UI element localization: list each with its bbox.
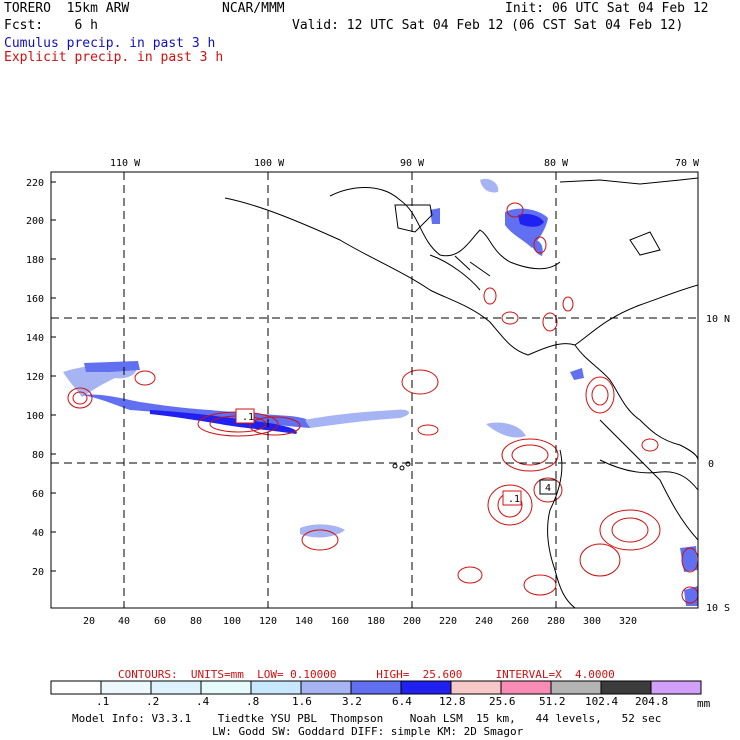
colorbar-label: .8 <box>246 695 260 708</box>
colorbar-label: 102.4 <box>585 695 619 708</box>
colorbar <box>50 680 702 695</box>
colorbar-label: 25.6 <box>489 695 516 708</box>
cumulus-precip-shading <box>63 178 698 606</box>
lat-label: 10 S <box>706 603 730 614</box>
plot-frame <box>50 171 699 609</box>
colorbar-label: 6.4 <box>392 695 412 708</box>
x-tick-label: 40 <box>118 616 130 627</box>
x-tick-label: 140 <box>295 616 313 627</box>
colorbar-label: 51.2 <box>539 695 566 708</box>
y-tick-label: 200 <box>26 216 44 227</box>
contour-info: CONTOURS: UNITS=mm LOW= 0.10000 HIGH= 25… <box>118 668 615 681</box>
map-field <box>63 177 698 608</box>
colorbar-label: 1.6 <box>292 695 312 708</box>
x-tick-label: 280 <box>547 616 565 627</box>
x-tick-label: 300 <box>583 616 601 627</box>
lon-label: 90 W <box>400 158 425 169</box>
valid-time: Valid: 12 UTC Sat 04 Feb 12 (06 CST Sat … <box>292 18 684 33</box>
x-tick-label: 220 <box>439 616 457 627</box>
colorbar-label: 204.8 <box>635 695 669 708</box>
colorbar-label: 12.8 <box>439 695 466 708</box>
y-tick-label: 120 <box>26 372 44 383</box>
y-tick-label: 20 <box>32 567 44 578</box>
cumulus-precip-label: Cumulus precip. in past 3 h <box>4 36 216 51</box>
colorbar-label: 3.2 <box>342 695 362 708</box>
x-tick-label: 320 <box>619 616 637 627</box>
x-tick-label: 60 <box>154 616 166 627</box>
colorbar-label: .1 <box>96 695 110 708</box>
y-tick-label: 140 <box>26 333 44 344</box>
x-tick-label: 120 <box>259 616 277 627</box>
y-axis-ticks: 220 200 180 160 140 120 100 80 60 40 20 <box>26 178 44 578</box>
colorbar-label: .2 <box>146 695 160 708</box>
forecast-hour: Fcst: 6 h <box>4 18 98 33</box>
latlon-grid <box>51 172 698 608</box>
lon-label: 110 W <box>110 158 141 169</box>
physics-info: LW: Godd SW: Goddard DIFF: simple KM: 2D… <box>212 725 524 738</box>
y-tick-label: 60 <box>32 489 44 500</box>
max-value-labels: .1 .1 4 <box>235 408 557 506</box>
x-tick-label: 180 <box>367 616 385 627</box>
y-tick-label: 180 <box>26 255 44 266</box>
x-tick-label: 260 <box>511 616 529 627</box>
lon-label: 80 W <box>544 158 569 169</box>
max-label: 4 <box>545 483 551 494</box>
colorbar-label: .4 <box>196 695 210 708</box>
lat-label: 0 <box>708 459 714 470</box>
model-info: Model Info: V3.3.1 Tiedtke YSU PBL Thomp… <box>72 712 662 725</box>
x-tick-label: 200 <box>403 616 421 627</box>
x-tick-label: 20 <box>83 616 95 627</box>
init-time: Init: 06 UTC Sat 04 Feb 12 <box>505 1 709 16</box>
lon-label: 70 W <box>675 158 700 169</box>
y-tick-label: 100 <box>26 411 44 422</box>
x-tick-label: 160 <box>331 616 349 627</box>
y-tick-marks <box>51 181 56 572</box>
explicit-precip-contours <box>67 202 698 604</box>
y-tick-label: 220 <box>26 178 44 189</box>
y-tick-label: 160 <box>26 294 44 305</box>
center-name: NCAR/MMM <box>222 1 285 16</box>
x-tick-label: 80 <box>190 616 202 627</box>
model-title: TORERO 15km ARW <box>4 1 130 16</box>
max-label: .1 <box>242 412 254 423</box>
y-tick-label: 80 <box>32 450 44 461</box>
explicit-precip-label: Explicit precip. in past 3 h <box>4 50 224 65</box>
coastlines <box>224 177 698 608</box>
x-axis-ticks: 20 40 60 80 100 120 140 160 180 200 220 … <box>83 616 637 627</box>
x-tick-label: 100 <box>223 616 241 627</box>
x-tick-label: 240 <box>475 616 493 627</box>
lon-label: 100 W <box>254 158 285 169</box>
max-label: .1 <box>508 494 520 505</box>
y-tick-label: 40 <box>32 528 44 539</box>
colorbar-unit: mm <box>697 697 711 710</box>
lat-label: 10 N <box>706 314 730 325</box>
